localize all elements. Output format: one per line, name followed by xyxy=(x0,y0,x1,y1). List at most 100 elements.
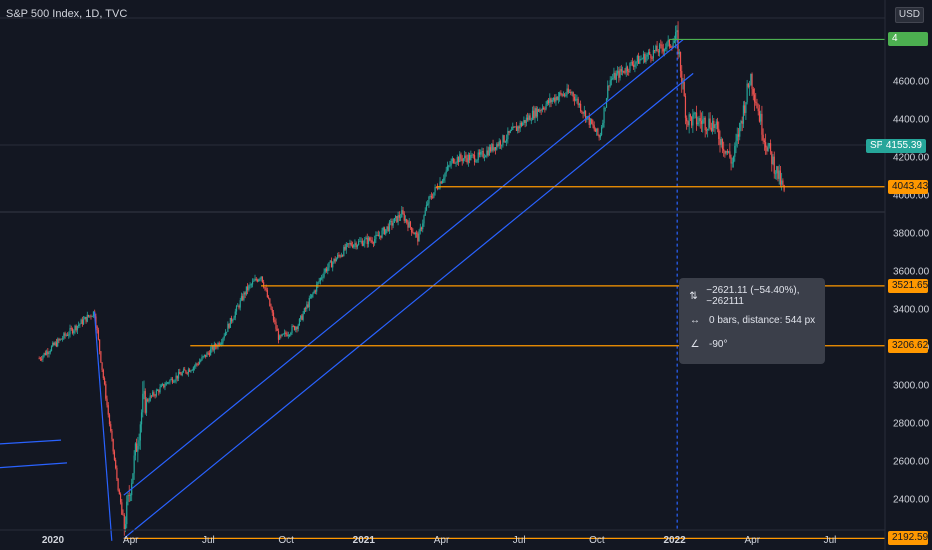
candle-body xyxy=(86,314,88,322)
candle-body xyxy=(39,358,42,360)
candle-body xyxy=(432,197,434,199)
candle-body xyxy=(92,311,95,317)
candle-body xyxy=(470,154,472,161)
candle-body xyxy=(251,281,254,285)
candle-body xyxy=(688,114,690,126)
candle-body xyxy=(628,71,630,72)
price-axis[interactable]: 2400.002600.002800.003000.003200.003400.… xyxy=(884,0,930,550)
candle-body xyxy=(370,240,372,242)
time-tick-label: Jul xyxy=(202,535,215,546)
time-tick-label: 2021 xyxy=(353,535,376,546)
candle-body xyxy=(610,79,613,81)
candle-body xyxy=(202,356,204,357)
candle-body xyxy=(147,399,149,402)
candle-body xyxy=(261,276,264,283)
candle-body xyxy=(707,128,709,131)
candle-body xyxy=(154,395,156,397)
candle-body xyxy=(311,294,313,298)
candle-body xyxy=(676,30,678,33)
candle-body xyxy=(530,119,532,121)
candle-body xyxy=(233,317,235,320)
candle-body xyxy=(158,390,160,393)
candle-body xyxy=(90,315,92,317)
candle-body xyxy=(541,107,543,111)
candle-body xyxy=(407,222,409,228)
candle-body xyxy=(173,381,175,383)
candle-body xyxy=(683,81,685,97)
candle-body xyxy=(364,239,366,244)
candle-body xyxy=(605,98,608,108)
price-tick-label: 4000.00 xyxy=(893,191,930,202)
candle-body xyxy=(300,315,302,319)
candle-body xyxy=(203,354,206,357)
candle-body xyxy=(565,95,567,96)
candle-body xyxy=(750,73,752,86)
candle-body xyxy=(302,313,304,320)
candle-body xyxy=(163,383,165,388)
candle-body xyxy=(602,122,604,128)
candle-body xyxy=(375,234,377,240)
candle-body xyxy=(776,166,778,174)
price-tick-label: 4600.00 xyxy=(893,77,930,88)
candle-body xyxy=(287,334,289,337)
candle-body xyxy=(412,232,414,234)
candle-body xyxy=(393,217,395,223)
candle-body xyxy=(385,229,387,235)
time-axis[interactable]: 2020 Apr Jul Oct 2021 Apr Jul Oct 2022 Apr Jul xyxy=(0,529,885,546)
candle-body xyxy=(457,157,460,163)
candle-body xyxy=(112,438,114,452)
candle-body xyxy=(697,122,699,125)
time-tick-label: Jul xyxy=(513,535,526,546)
candle-body xyxy=(434,187,436,193)
candle-body xyxy=(644,54,646,63)
candle-body xyxy=(591,118,593,124)
candle-body xyxy=(783,184,785,191)
candle-body xyxy=(269,298,271,307)
candle-body xyxy=(580,103,582,112)
candle-body xyxy=(277,330,280,340)
candle-body xyxy=(476,159,478,162)
trendlines[interactable] xyxy=(0,39,694,541)
candle-body xyxy=(487,150,489,156)
candle-body xyxy=(418,231,420,242)
candle-body xyxy=(350,242,352,246)
candle-body xyxy=(265,288,267,291)
candle-body xyxy=(520,122,523,126)
candle-body xyxy=(467,154,469,163)
candle-body xyxy=(452,158,455,163)
candle-body xyxy=(576,98,578,100)
candle-body xyxy=(353,244,355,248)
candle-body xyxy=(583,110,585,114)
candle-body xyxy=(392,222,394,226)
candle-body xyxy=(285,332,287,335)
candle-body xyxy=(598,135,600,138)
candle-body xyxy=(731,162,733,164)
candle-body xyxy=(351,245,354,248)
candle-body xyxy=(562,94,564,96)
candle-body xyxy=(554,97,556,102)
candle-body xyxy=(111,430,113,439)
candle-body xyxy=(245,286,247,295)
candle-body xyxy=(297,325,299,329)
time-tick-label: Apr xyxy=(745,535,761,546)
candle-body xyxy=(355,243,357,248)
candle-body xyxy=(758,111,761,122)
candle-body xyxy=(438,188,440,190)
candle-body xyxy=(314,290,317,292)
candle-body xyxy=(607,85,609,99)
candle-body xyxy=(52,342,54,347)
currency-label[interactable]: USD xyxy=(894,7,924,23)
candle-body xyxy=(54,342,56,346)
candle-body xyxy=(751,73,753,89)
candle-body xyxy=(149,395,151,401)
candle-body xyxy=(523,120,525,123)
candle-body xyxy=(682,81,684,84)
candle-body xyxy=(499,141,502,146)
candle-body xyxy=(636,55,638,62)
candle-body xyxy=(670,46,672,48)
candle-body xyxy=(639,59,641,64)
candle-body xyxy=(756,102,758,109)
candle-body xyxy=(313,290,315,294)
candle-body xyxy=(546,100,548,105)
